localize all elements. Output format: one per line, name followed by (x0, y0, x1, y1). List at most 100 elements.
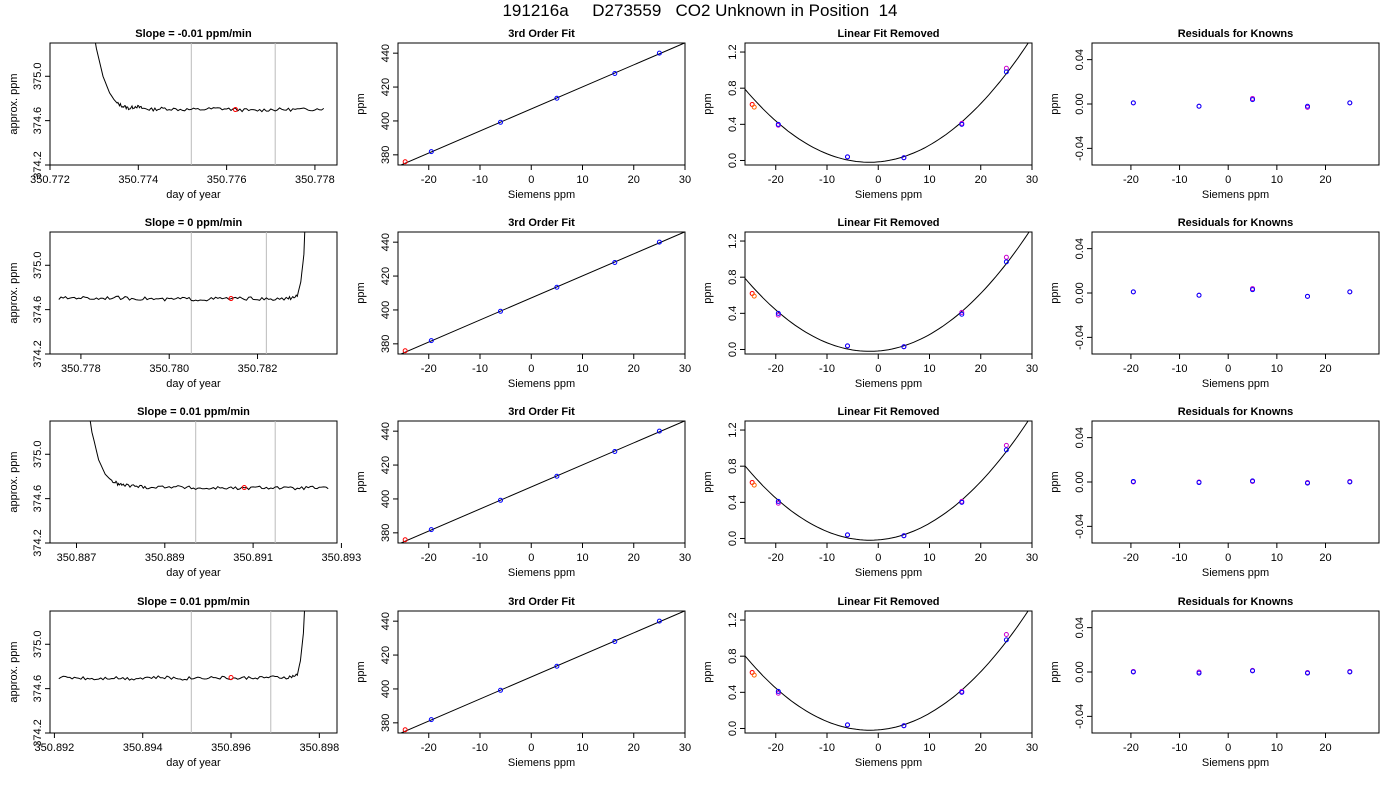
panel-title: Residuals for Knowns (1178, 217, 1294, 229)
x-tick-label: -20 (768, 742, 784, 754)
x-tick-label: 30 (679, 742, 691, 754)
x-tick-label: 20 (1319, 363, 1331, 375)
x-tick-label: 350.778 (295, 174, 335, 186)
panel-title: 3rd Order Fit (508, 596, 575, 608)
known-point (1003, 69, 1009, 75)
fit-curve (745, 611, 1029, 731)
x-tick-label: 20 (628, 552, 640, 564)
y-tick-label: 375.0 (32, 63, 44, 91)
known-point (901, 533, 907, 539)
residual-point (1304, 293, 1310, 299)
y-axis-label: ppm (1049, 661, 1061, 682)
y-tick-label: 0.0 (727, 531, 739, 546)
unknown-point-alt (751, 482, 757, 488)
x-tick-label: 10 (576, 552, 588, 564)
x-tick-label: 30 (1026, 174, 1038, 186)
known-point (656, 618, 662, 624)
plot-frame (49, 420, 338, 544)
plot-frame (397, 610, 686, 734)
plot-area (399, 43, 685, 165)
x-tick-label: 10 (923, 552, 935, 564)
unknown-point-alt (751, 672, 757, 678)
panel-title: Slope = -0.01 ppm/min (135, 28, 252, 40)
x-tick-label: 20 (628, 174, 640, 186)
x-tick-label: -10 (819, 552, 835, 564)
x-tick-label: 0 (1225, 174, 1231, 186)
y-tick-label: 0.00 (1074, 93, 1086, 114)
y-tick-label: 380 (380, 146, 392, 164)
known-point (959, 499, 965, 505)
x-tick-label: 350.782 (238, 363, 278, 375)
x-tick-label: 30 (679, 363, 691, 375)
y-axis-label: ppm (355, 93, 367, 114)
panel-1-resid: Residuals for Knowns -20 -10 0 10 20 -0.04 0.00… (1049, 28, 1380, 201)
x-tick-label: 0 (875, 742, 881, 754)
sample-marker (228, 675, 234, 681)
panel-4-linfit: Linear Fit Removed -20 -10 0 10 20 30 0.0 0.4 0.8… (702, 596, 1038, 769)
x-tick-label: 350.778 (61, 363, 101, 375)
known-point (901, 155, 907, 161)
y-tick-label: 0.4 (727, 495, 739, 510)
y-tick-label: 0.8 (727, 270, 739, 285)
sample-marker (241, 485, 247, 491)
known-point (901, 723, 907, 729)
plot-area (399, 232, 685, 354)
plot-frame (744, 610, 1033, 734)
fit-line (399, 611, 685, 733)
y-tick-label: 0.0 (727, 153, 739, 168)
y-tick-label: 1.2 (727, 422, 739, 437)
residual-point (1196, 292, 1202, 298)
plot-frame (744, 42, 1033, 166)
y-axis-label: ppm (355, 282, 367, 303)
known-point (845, 154, 850, 160)
fit-curve (745, 43, 1029, 163)
y-axis-label: approx. ppm (8, 73, 20, 134)
plot-area (745, 421, 1029, 541)
residual-point (1196, 670, 1202, 676)
x-tick-label: 0 (1225, 742, 1231, 754)
x-tick-label: 30 (679, 552, 691, 564)
x-tick-label: -10 (819, 174, 835, 186)
y-tick-label: 375.0 (32, 252, 44, 280)
plot-area (89, 421, 329, 543)
y-tick-label: 400 (380, 490, 392, 508)
known-point (612, 639, 618, 644)
x-tick-label: 0 (875, 552, 881, 564)
x-axis-label: day of year (166, 189, 221, 201)
x-tick-label: -20 (421, 552, 437, 564)
plot-area (58, 611, 305, 733)
panel-title: 3rd Order Fit (508, 406, 575, 418)
y-tick-label: 380 (380, 335, 392, 353)
known-point (845, 532, 850, 538)
fit-line (399, 421, 685, 543)
panel-1-linfit: Linear Fit Removed -20 -10 0 10 20 30 0.0 0.4 0.8… (702, 28, 1038, 201)
x-axis-label: Siemens ppm (508, 757, 575, 769)
panel-4-resid: Residuals for Knowns -20 -10 0 10 20 -0.04 0.00… (1049, 596, 1380, 769)
x-tick-label: 0 (875, 363, 881, 375)
known-point (612, 71, 618, 76)
known-point (554, 473, 560, 479)
x-tick-label: 350.772 (30, 174, 70, 186)
plot-frame (49, 42, 338, 166)
plot-area (1130, 667, 1353, 676)
y-axis-label: ppm (702, 282, 714, 303)
y-tick-label: 374.6 (32, 675, 44, 703)
known-point (656, 50, 662, 56)
x-tick-label: -20 (421, 363, 437, 375)
x-tick-label: 20 (975, 363, 987, 375)
x-axis-label: Siemens ppm (855, 757, 922, 769)
residual-point (1347, 289, 1353, 295)
series-line (58, 611, 305, 681)
panel-3-timeseries: Slope = 0.01 ppm/min 350.887 350.889 350.89… (8, 406, 361, 579)
y-axis-label: approx. ppm (8, 262, 20, 323)
known-point (554, 284, 560, 290)
x-tick-label: -10 (472, 174, 488, 186)
x-tick-label: 0 (528, 363, 534, 375)
panel-title: 3rd Order Fit (508, 217, 575, 229)
y-axis-label: approx. ppm (8, 451, 20, 512)
plot-frame (49, 231, 338, 355)
known-point (612, 449, 618, 454)
x-tick-label: 10 (923, 174, 935, 186)
known-point-alt (775, 500, 781, 506)
x-tick-label: -10 (472, 742, 488, 754)
